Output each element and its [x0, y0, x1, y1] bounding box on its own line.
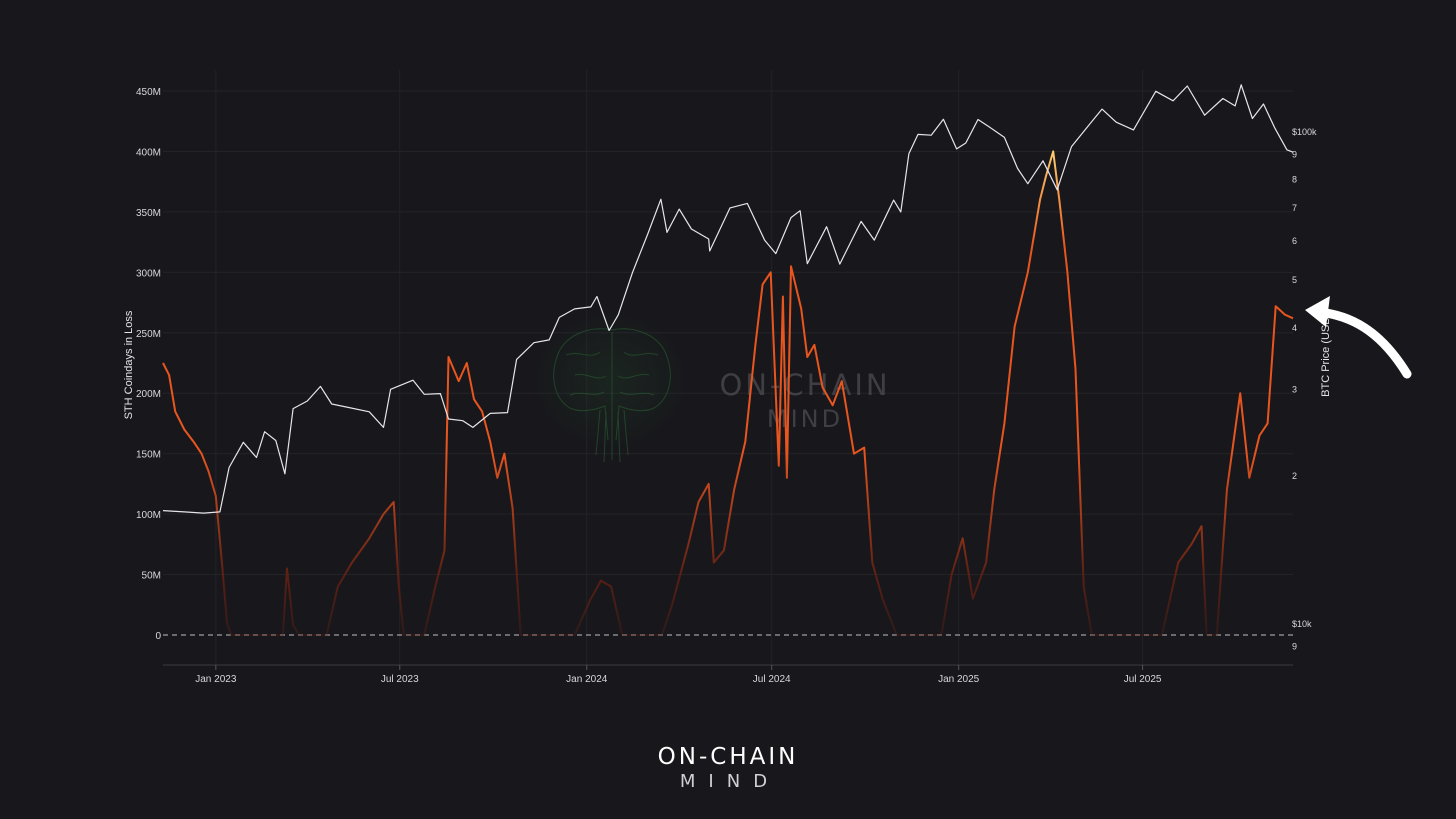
left-tick-label: 50M	[142, 571, 161, 582]
x-tick-label: Jan 2025	[938, 674, 980, 685]
watermark-line1: ON-CHAIN	[719, 368, 890, 402]
left-tick-label: 250M	[136, 329, 161, 340]
left-tick-label: 450M	[136, 87, 161, 98]
right-tick-label: 7	[1292, 203, 1297, 213]
left-tick-label: 100M	[136, 510, 161, 521]
brain-glow	[531, 310, 691, 450]
left-tick-label: 350M	[136, 208, 161, 219]
x-tick-label: Jul 2025	[1124, 674, 1162, 685]
left-tick-label: 200M	[136, 389, 161, 400]
series-btc-price	[162, 84, 1294, 514]
gridlines	[163, 70, 1293, 665]
sth-coindays-loss-line	[162, 150, 1294, 636]
footer-logo-line1: ON-CHAIN	[658, 744, 799, 770]
right-tick-label: $10k	[1292, 619, 1312, 629]
right-tick-label: 4	[1292, 323, 1297, 333]
brain-icon	[553, 328, 671, 463]
right-tick-label: 5	[1292, 275, 1297, 285]
btc-price-line	[162, 84, 1294, 514]
left-tick-label: 300M	[136, 268, 161, 279]
x-tick-label: Jul 2023	[381, 674, 419, 685]
right-tick-label: 8	[1292, 175, 1297, 185]
x-tick-label: Jul 2024	[753, 674, 791, 685]
left-axis-ticks: 0 50M 100M 150M 200M 250M 300M 350M 400M 450M	[136, 87, 161, 642]
right-axis-title: BTC Price (USD)	[1320, 313, 1332, 397]
watermark-line2: MIND	[767, 405, 843, 433]
left-axis-title: STH Coindays in Loss	[123, 310, 135, 419]
left-tick-label: 150M	[136, 450, 161, 461]
right-tick-label: 3	[1292, 384, 1297, 394]
right-tick-label: 9	[1292, 642, 1297, 652]
right-tick-label: $100k	[1292, 127, 1317, 137]
right-tick-label: 9	[1292, 150, 1297, 160]
left-tick-label: 400M	[136, 147, 161, 158]
right-tick-label: 2	[1292, 471, 1297, 481]
right-tick-label: 6	[1292, 236, 1297, 246]
x-tick-label: Jan 2024	[566, 674, 608, 685]
left-tick-label: 0	[155, 631, 161, 642]
right-axis-ticks: 9 $10k 2 3 4 5 6 7 8 9 $100k	[1292, 127, 1317, 652]
x-axis-ticks: Jan 2023 Jul 2023 Jan 2024 Jul 2024 Jan 2025…	[195, 665, 1162, 685]
annotation-arrow-icon	[1305, 296, 1412, 379]
series-sth-coindays-in-loss	[162, 150, 1294, 636]
footer-logo-line2: MIND	[680, 771, 780, 792]
x-tick-label: Jan 2023	[195, 674, 237, 685]
